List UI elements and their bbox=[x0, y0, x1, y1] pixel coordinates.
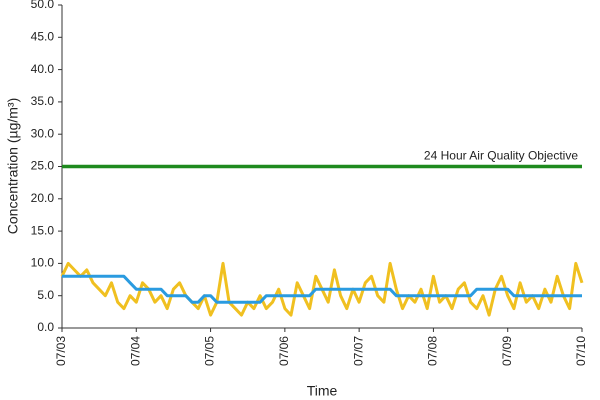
y-tick-label: 10.0 bbox=[31, 256, 55, 270]
x-tick-label: 07/09 bbox=[500, 336, 514, 366]
objective-label: 24 Hour Air Quality Objective bbox=[424, 149, 578, 163]
series-line bbox=[62, 274, 582, 304]
y-axis-title: Concentration (µg/m³) bbox=[5, 98, 21, 234]
x-tick-label: 07/07 bbox=[351, 336, 365, 366]
x-tick-label: 07/08 bbox=[426, 336, 440, 366]
y-tick-label: 25.0 bbox=[31, 159, 55, 173]
y-tick-label: 45.0 bbox=[31, 29, 55, 43]
x-tick-label: 07/03 bbox=[54, 336, 68, 366]
x-tick-label: 07/05 bbox=[203, 336, 217, 366]
y-tick-label: 50.0 bbox=[31, 0, 55, 11]
x-axis-title: Time bbox=[307, 383, 338, 399]
y-tick-label: 30.0 bbox=[31, 126, 55, 140]
y-tick-label: 0.0 bbox=[37, 320, 54, 334]
y-tick-label: 15.0 bbox=[31, 223, 55, 237]
x-tick-label: 07/06 bbox=[277, 336, 291, 366]
y-tick-label: 20.0 bbox=[31, 191, 55, 205]
y-tick-label: 5.0 bbox=[37, 288, 54, 302]
y-tick-label: 35.0 bbox=[31, 94, 55, 108]
x-tick-label: 07/04 bbox=[128, 336, 142, 366]
y-tick-label: 40.0 bbox=[31, 62, 55, 76]
x-tick-label: 07/10 bbox=[574, 336, 588, 366]
